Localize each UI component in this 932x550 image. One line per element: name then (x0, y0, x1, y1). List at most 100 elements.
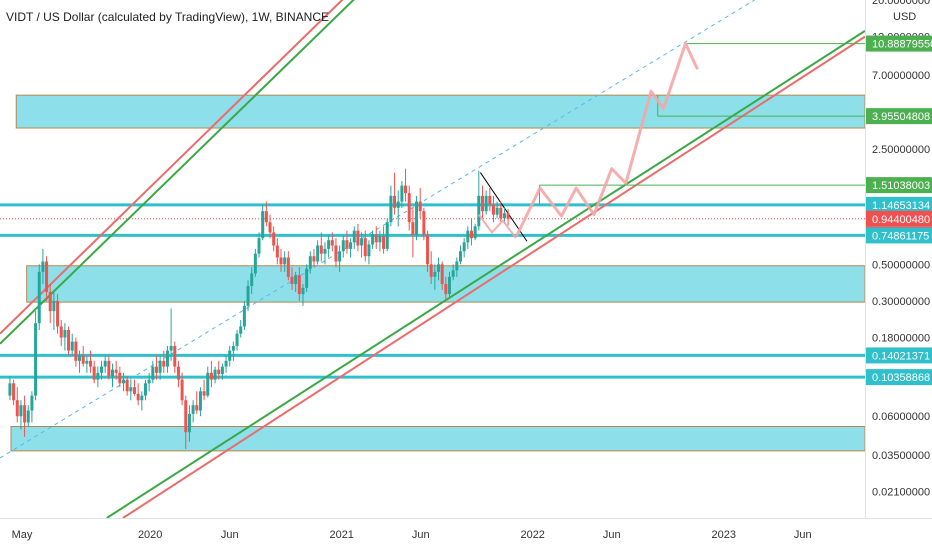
time-tick-label: 2022 (520, 529, 544, 541)
candle-body (15, 400, 19, 417)
candle-body (418, 201, 422, 212)
candle-body (217, 369, 221, 375)
price-tick-label: 0.02100000 (872, 486, 930, 498)
price-tag-box (866, 177, 932, 194)
price-tag-label: 0.74861175 (872, 230, 929, 242)
candle-body (378, 236, 382, 243)
candle-body (495, 207, 499, 215)
candle-body (100, 366, 104, 373)
currency-label: USD (893, 11, 916, 23)
candle-body (81, 355, 85, 364)
candle-body (195, 405, 199, 411)
candle-body (12, 383, 16, 401)
price-tag-label: 3.95504808 (872, 111, 930, 123)
candle-body (246, 285, 250, 306)
candle-body (433, 271, 437, 277)
candle-body (466, 230, 470, 243)
candle-body (59, 326, 63, 338)
candle-body (294, 275, 298, 284)
candle-body (506, 213, 510, 219)
candle-body (198, 391, 202, 411)
zone-box (10, 425, 866, 452)
candle-body (78, 355, 82, 361)
price-tick-label: 0.03500000 (872, 450, 930, 462)
candle-body (48, 291, 52, 312)
candle-body (437, 264, 441, 272)
candle-body (143, 383, 147, 396)
candle-body (396, 201, 400, 208)
candle-body (323, 248, 327, 254)
candle-body (407, 193, 411, 223)
candles-layer (8, 168, 510, 449)
candle-body (220, 366, 224, 375)
candle-body (477, 195, 481, 227)
candle-body (165, 350, 169, 367)
candle-body (448, 276, 452, 295)
trendline (122, 35, 866, 519)
time-tick-label: 2020 (138, 529, 162, 541)
candle-body (231, 345, 235, 351)
candle-body (480, 195, 484, 212)
candle-body (23, 405, 27, 423)
candle-body (70, 341, 74, 351)
price-tick-label: 2.50000000 (872, 144, 930, 156)
candle-body (484, 195, 488, 212)
candle-body (129, 387, 133, 392)
candle-body (162, 360, 166, 367)
candle-body (415, 201, 419, 236)
candle-body (367, 244, 371, 257)
candle-body (235, 333, 239, 346)
candle-body (169, 345, 173, 351)
candle-body (458, 251, 462, 262)
candle-body (426, 235, 430, 265)
price-tag-box (866, 210, 932, 227)
price-tick-label: 20.0000000 (872, 0, 930, 7)
candle-body (118, 372, 122, 384)
candle-body (103, 360, 107, 367)
candle-body (107, 360, 111, 377)
candle-body (34, 323, 38, 396)
candle-body (173, 345, 177, 367)
candle-body (224, 360, 228, 367)
candle-body (385, 222, 389, 249)
candle-body (257, 238, 261, 254)
price-tag-label: 1.51038003 (872, 180, 930, 192)
candle-body (312, 256, 316, 262)
candle-body (176, 366, 180, 380)
candle-body (242, 305, 246, 327)
time-tick-label: 2021 (329, 529, 353, 541)
candle-body (253, 253, 257, 274)
candle-body (341, 240, 345, 252)
candle-body (404, 185, 408, 194)
candle-body (136, 393, 140, 401)
candle-body (56, 300, 60, 327)
candle-body (360, 238, 364, 246)
price-tag-label: 1.14653134 (872, 200, 930, 212)
price-tag-box (866, 347, 932, 364)
candle-body (26, 410, 30, 423)
trendline (106, 30, 866, 519)
candle-body (279, 257, 283, 265)
candle-body (283, 257, 287, 265)
candle-body (363, 238, 367, 257)
price-tag-box (866, 369, 932, 386)
candle-body (334, 245, 338, 262)
time-tick-label: May (12, 529, 33, 541)
candle-body (275, 245, 279, 258)
price-tag-box (866, 196, 932, 213)
candle-body (89, 360, 93, 367)
candle-body (316, 245, 320, 262)
candle-body (451, 270, 455, 277)
projection-layer (478, 41, 699, 239)
candle-body (209, 372, 213, 380)
candle-body (111, 369, 115, 377)
candle-body (132, 387, 136, 394)
candle-body (268, 222, 272, 233)
candle-body (400, 185, 404, 202)
trendline (0, 0, 344, 335)
price-tick-label: 0.50000000 (872, 259, 930, 271)
candle-body (37, 271, 41, 324)
candle-body (184, 400, 188, 433)
candle-body (488, 195, 492, 205)
